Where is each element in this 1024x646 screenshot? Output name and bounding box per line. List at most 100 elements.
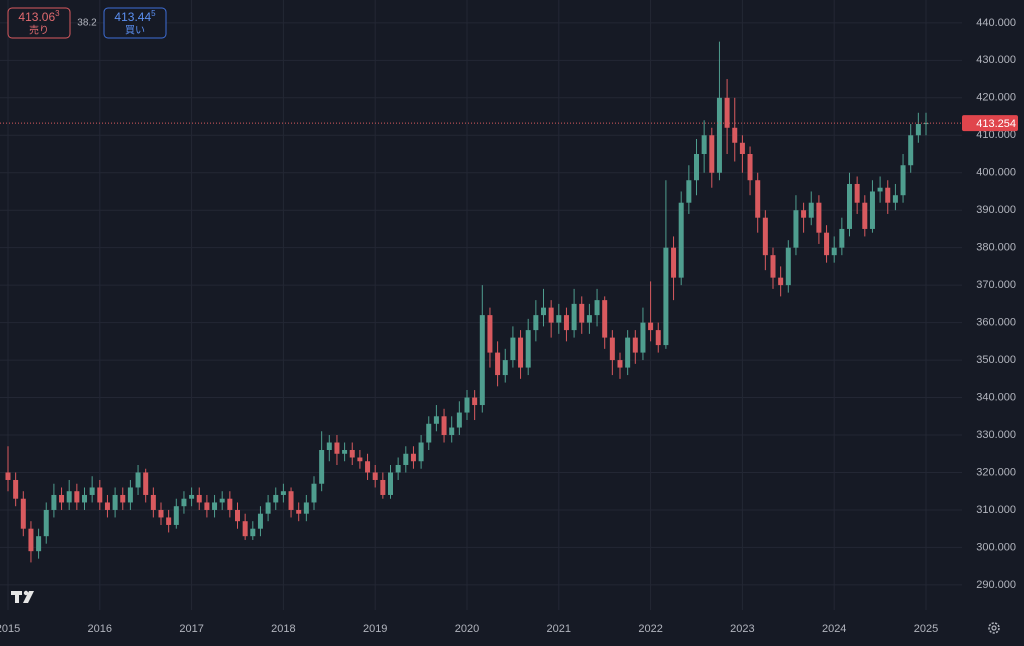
- candle-body: [143, 472, 149, 495]
- x-tick-label: 2022: [638, 623, 662, 635]
- candle-body: [342, 450, 348, 454]
- candle-body: [732, 127, 738, 143]
- candle-body: [235, 509, 240, 522]
- candle-body: [663, 247, 669, 346]
- candle-body: [303, 502, 309, 514]
- y-tick-label: 310.000: [976, 504, 1016, 516]
- sell-price[interactable]: 413.063: [18, 9, 60, 24]
- y-tick-label: 440.000: [976, 17, 1016, 29]
- candle-body: [59, 494, 65, 503]
- candle-body: [586, 315, 592, 323]
- candle-body: [869, 191, 875, 229]
- x-tick-label: 2020: [455, 623, 479, 635]
- buy-price-pip[interactable]: 5: [151, 9, 156, 18]
- sell-button[interactable]: 413.063 売り: [7, 7, 71, 39]
- candle-body: [120, 494, 126, 503]
- candle-body: [135, 472, 141, 488]
- candle-body: [479, 315, 485, 406]
- candle-body: [189, 494, 195, 499]
- candle-body: [563, 315, 569, 331]
- candle-body: [556, 315, 562, 323]
- candle-body: [709, 135, 715, 173]
- candle-body: [74, 491, 80, 503]
- candle-body: [923, 123, 929, 125]
- y-tick-label: 360.000: [976, 317, 1016, 329]
- candle-body: [418, 442, 424, 462]
- candle-body: [51, 494, 57, 510]
- candle-body: [747, 153, 753, 181]
- candle-body: [739, 142, 745, 154]
- candle-body: [487, 315, 493, 353]
- y-tick-label: 380.000: [976, 242, 1016, 254]
- candle-body: [801, 210, 807, 218]
- candle-body: [43, 509, 49, 537]
- gear-inner[interactable]: [991, 625, 997, 631]
- candle-body: [785, 247, 791, 286]
- x-tick-label: 2024: [822, 623, 846, 635]
- candle-body: [257, 513, 263, 529]
- y-tick-label: 320.000: [976, 466, 1016, 478]
- candle-body: [173, 506, 179, 525]
- candle-body: [20, 498, 26, 529]
- candle-body: [196, 494, 202, 503]
- gear-outer[interactable]: [988, 622, 1000, 634]
- candle-body: [82, 494, 87, 503]
- sell-box[interactable]: [7, 7, 71, 39]
- candle-body: [831, 247, 837, 256]
- candle-body: [166, 517, 172, 525]
- buy-price[interactable]: 413.445: [114, 9, 156, 24]
- candle-body: [13, 479, 19, 499]
- candle-body: [66, 491, 72, 503]
- logo: [11, 590, 34, 603]
- buy-label[interactable]: 買い: [125, 25, 145, 37]
- candle-body: [862, 202, 868, 229]
- candle-body: [127, 487, 133, 503]
- candle-body: [533, 315, 539, 331]
- candle-body: [456, 412, 462, 428]
- candle-body: [770, 255, 776, 278]
- buy-price-main[interactable]: 413.44: [114, 10, 151, 24]
- candle-body: [594, 300, 600, 316]
- candle-body: [640, 322, 646, 353]
- x-tick-label: 2016: [88, 623, 112, 635]
- sell-label[interactable]: 売り: [29, 24, 49, 37]
- candle-body: [694, 153, 699, 181]
- candle-body: [915, 124, 921, 136]
- candle-body: [541, 307, 546, 316]
- candle-body: [755, 180, 761, 218]
- candle-body: [311, 483, 317, 503]
- candle-body: [5, 472, 11, 480]
- candles: [0, 41, 962, 563]
- y-tick-label: 350.000: [976, 354, 1016, 366]
- x-tick-label: 2025: [914, 623, 938, 635]
- candle-body: [579, 303, 585, 323]
- candle-body: [158, 509, 164, 518]
- sell-price-main[interactable]: 413.06: [18, 10, 55, 24]
- x-tick-label: 2023: [730, 623, 754, 635]
- candle-body: [181, 498, 187, 507]
- candle-body: [793, 210, 799, 248]
- x-tick-label: 2021: [547, 623, 571, 635]
- candle-body: [250, 528, 256, 537]
- buy-box[interactable]: [103, 7, 167, 39]
- settings-button[interactable]: [988, 622, 1000, 634]
- candle-body: [273, 494, 279, 503]
- candle-body: [655, 330, 661, 346]
- candle-body: [617, 360, 623, 368]
- sell-price-pip[interactable]: 3: [55, 9, 60, 18]
- y-tick-label: 400.000: [976, 167, 1016, 179]
- y-tick-label: 420.000: [976, 92, 1016, 104]
- buy-button[interactable]: 413.445 買い: [103, 7, 167, 39]
- candle-body: [403, 453, 409, 465]
- y-tick-label: 390.000: [976, 204, 1016, 216]
- y-tick-label: 330.000: [976, 429, 1016, 441]
- candle-body: [365, 461, 371, 473]
- candle-body: [632, 337, 638, 353]
- y-tick-label: 300.000: [976, 541, 1016, 553]
- candle-body: [89, 487, 95, 495]
- candle-body: [518, 337, 524, 368]
- candle-body: [571, 303, 577, 331]
- candle-body: [372, 472, 378, 480]
- candle-body: [908, 135, 914, 166]
- axes: 290.000 300.000 310.000 320.000 330.000 340.0…: [0, 17, 1018, 635]
